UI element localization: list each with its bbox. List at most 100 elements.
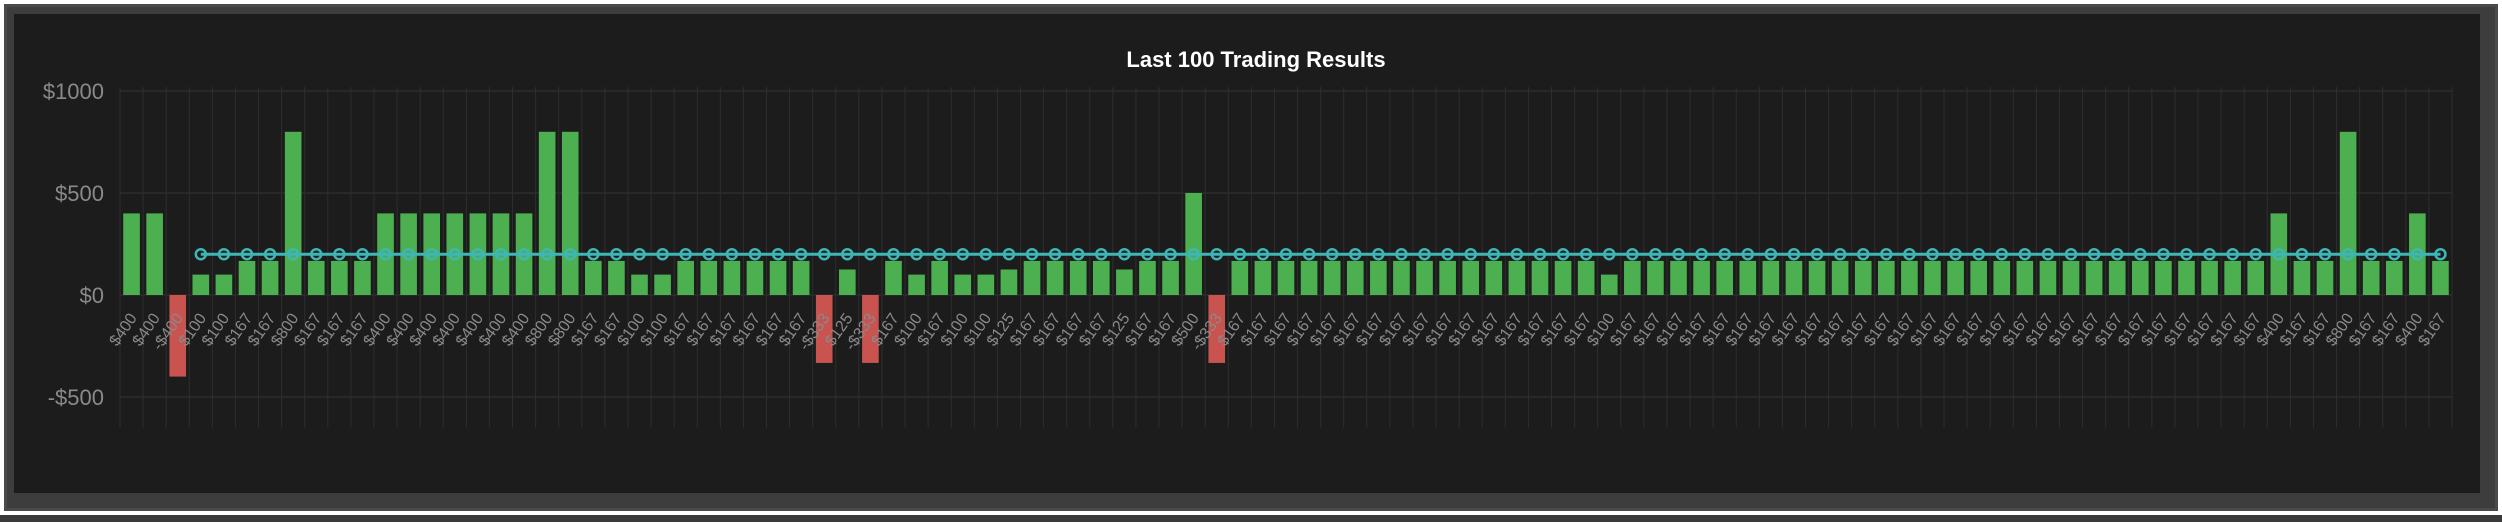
bar-positive bbox=[608, 260, 625, 295]
bar-negative bbox=[862, 295, 879, 363]
average-marker bbox=[494, 247, 508, 261]
bar-positive bbox=[261, 260, 279, 295]
average-marker bbox=[2180, 247, 2193, 261]
average-marker bbox=[2226, 247, 2239, 261]
bar-positive bbox=[1139, 260, 1156, 295]
average-marker bbox=[748, 247, 762, 261]
bar-positive bbox=[700, 260, 718, 295]
average-marker bbox=[2064, 247, 2078, 261]
average-marker bbox=[1464, 247, 1477, 261]
bar-positive bbox=[1069, 260, 1087, 295]
bar-positive bbox=[1323, 260, 1341, 295]
bar-positive bbox=[1370, 260, 1387, 295]
bar-positive bbox=[769, 260, 787, 295]
average-marker bbox=[933, 247, 946, 261]
bar-positive bbox=[2108, 260, 2126, 295]
bar-positive bbox=[354, 260, 371, 295]
average-marker bbox=[656, 247, 669, 261]
bar-positive bbox=[631, 274, 648, 295]
average-marker bbox=[263, 247, 277, 261]
average-marker bbox=[1718, 247, 1731, 261]
average-marker bbox=[2364, 247, 2378, 261]
average-marker bbox=[1372, 247, 1385, 261]
bar-positive bbox=[1577, 260, 1595, 295]
average-marker bbox=[1626, 247, 1639, 261]
bar-positive bbox=[746, 260, 764, 295]
bar-positive bbox=[2201, 260, 2218, 295]
x-axis: $400$400-$400$100$100$167$167$800$167$16… bbox=[106, 310, 2449, 353]
bar-positive bbox=[977, 274, 995, 295]
average-marker bbox=[217, 247, 231, 261]
average-marker bbox=[771, 247, 785, 261]
average-marker bbox=[1649, 247, 1662, 261]
bar-positive bbox=[1416, 260, 1433, 295]
average-marker bbox=[2249, 247, 2262, 261]
bottom-divider bbox=[0, 515, 2502, 522]
average-marker bbox=[1579, 247, 1593, 261]
average-marker bbox=[1695, 247, 1708, 261]
bar-positive bbox=[2339, 131, 2357, 295]
average-marker bbox=[725, 247, 739, 261]
average-marker bbox=[194, 247, 208, 261]
average-marker bbox=[2295, 247, 2309, 261]
average-marker bbox=[1741, 247, 1755, 261]
bar-positive bbox=[2432, 260, 2449, 295]
bar-positive bbox=[1554, 260, 1572, 295]
average-marker bbox=[1880, 247, 1893, 261]
bar-positive bbox=[838, 269, 856, 295]
bar-positive bbox=[1693, 260, 1710, 295]
bar-negative bbox=[815, 295, 833, 363]
bar-positive bbox=[1393, 260, 1410, 295]
average-marker bbox=[2318, 247, 2332, 261]
y-tick-label: $500 bbox=[55, 181, 104, 206]
average-marker bbox=[1210, 247, 1223, 261]
average-marker bbox=[794, 247, 808, 261]
average-marker bbox=[2134, 247, 2147, 261]
bar-positive bbox=[908, 274, 925, 295]
bar-positive bbox=[2155, 260, 2172, 295]
bar-positive bbox=[1785, 260, 1803, 295]
bar-positive bbox=[1116, 269, 1133, 295]
average-marker bbox=[1071, 247, 1085, 261]
average-marker bbox=[864, 247, 877, 261]
bar-positive bbox=[885, 260, 902, 295]
bar-positive bbox=[1716, 260, 1734, 295]
average-marker bbox=[1002, 247, 1016, 261]
average-marker bbox=[1418, 247, 1431, 261]
bar-positive bbox=[2385, 260, 2403, 295]
average-marker bbox=[2157, 247, 2170, 261]
average-marker bbox=[817, 247, 831, 261]
bar-positive bbox=[2293, 260, 2311, 295]
bar-positive bbox=[2178, 260, 2195, 295]
average-marker bbox=[1048, 247, 1062, 261]
bar-positive bbox=[1531, 260, 1549, 295]
average-marker bbox=[379, 247, 392, 261]
bar-positive bbox=[654, 274, 671, 295]
bar-positive bbox=[1277, 260, 1295, 295]
average-marker bbox=[1233, 247, 1247, 261]
average-marker bbox=[1787, 247, 1801, 261]
bar-positive bbox=[1300, 260, 1318, 295]
average-marker bbox=[841, 247, 854, 261]
bar-positive bbox=[1670, 260, 1687, 295]
average-marker bbox=[333, 247, 346, 261]
bar-positive bbox=[1485, 260, 1503, 295]
average-marker bbox=[956, 247, 970, 261]
bar-positive bbox=[1808, 260, 1826, 295]
average-marker bbox=[1395, 247, 1408, 261]
y-tick-label: -$500 bbox=[48, 385, 104, 410]
average-marker bbox=[1256, 247, 1270, 261]
average-line bbox=[194, 247, 2447, 261]
bar-positive bbox=[123, 213, 140, 295]
y-tick-label: $1000 bbox=[43, 79, 104, 104]
bar-positive bbox=[1624, 260, 1641, 295]
average-marker bbox=[1764, 247, 1778, 261]
bar-positive bbox=[284, 131, 302, 295]
bar-positive bbox=[1993, 260, 2011, 295]
average-marker bbox=[1349, 247, 1362, 261]
average-marker bbox=[1441, 247, 1454, 261]
chart-title: Last 100 Trading Results bbox=[1126, 47, 1385, 72]
average-marker bbox=[448, 247, 462, 261]
bar-positive bbox=[931, 260, 948, 295]
average-marker bbox=[910, 247, 923, 261]
